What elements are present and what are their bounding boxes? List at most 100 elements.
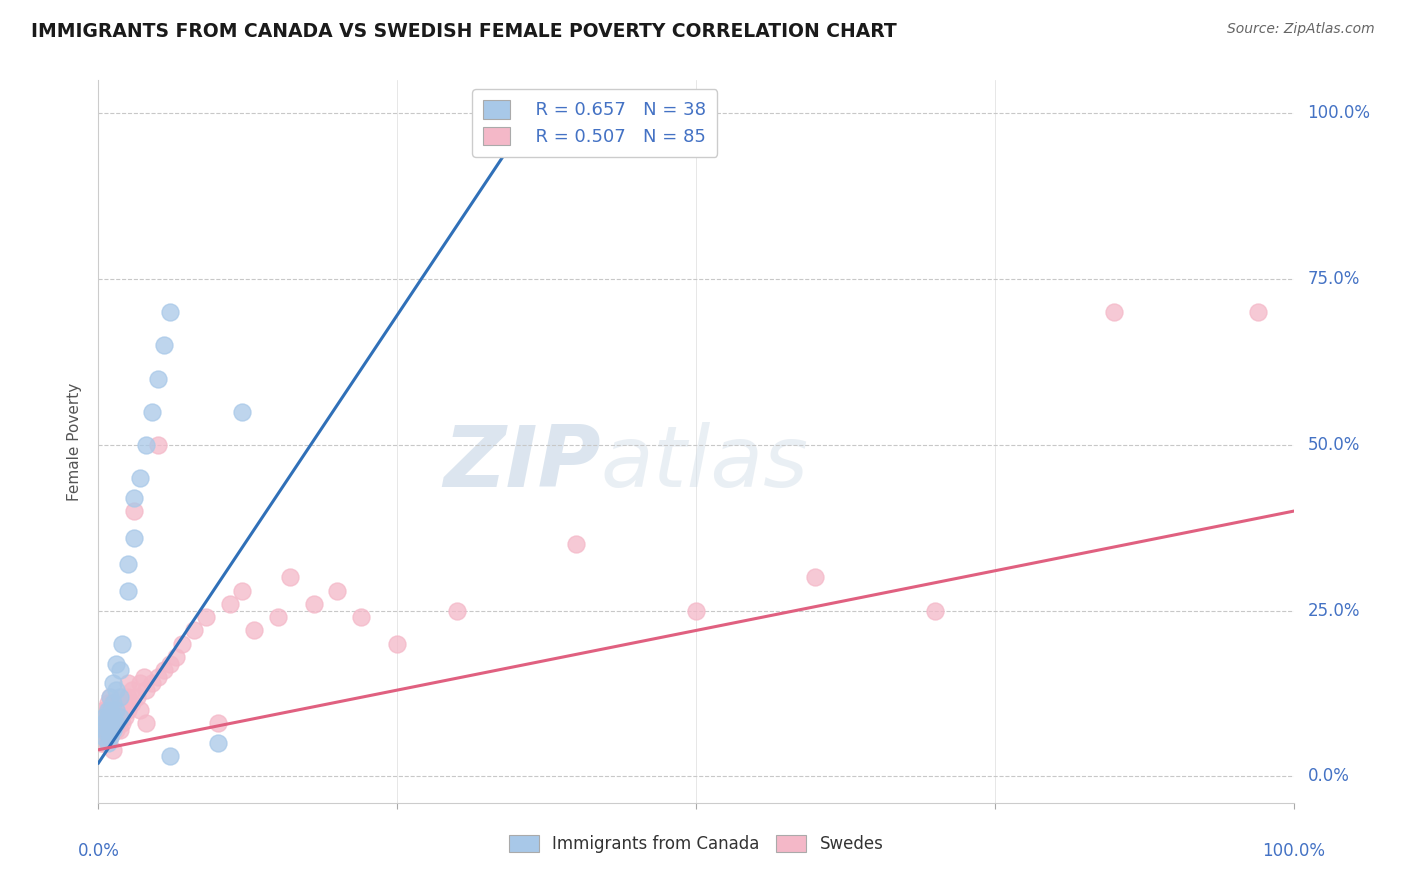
Point — [129, 471, 152, 485]
Point — [97, 703, 120, 717]
Point — [159, 305, 181, 319]
Point — [804, 570, 827, 584]
Text: IMMIGRANTS FROM CANADA VS SWEDISH FEMALE POVERTY CORRELATION CHART: IMMIGRANTS FROM CANADA VS SWEDISH FEMALE… — [31, 22, 897, 41]
Point — [165, 650, 187, 665]
Point — [98, 703, 121, 717]
Point — [114, 697, 136, 711]
Point — [105, 709, 128, 723]
Point — [121, 683, 143, 698]
Point — [117, 690, 139, 704]
Point — [105, 723, 128, 737]
Point — [96, 730, 118, 744]
Point — [108, 723, 131, 737]
Text: ZIP: ZIP — [443, 422, 600, 505]
Point — [924, 603, 946, 617]
Point — [101, 743, 124, 757]
Point — [107, 703, 129, 717]
Point — [101, 709, 124, 723]
Point — [93, 723, 115, 737]
Point — [350, 610, 373, 624]
Point — [100, 697, 122, 711]
Point — [148, 438, 170, 452]
Point — [108, 663, 131, 677]
Point — [101, 697, 124, 711]
Point — [148, 371, 170, 385]
Point — [141, 676, 163, 690]
Point — [105, 697, 128, 711]
Point — [98, 690, 122, 704]
Point — [94, 709, 117, 723]
Text: Source: ZipAtlas.com: Source: ZipAtlas.com — [1227, 22, 1375, 37]
Point — [90, 723, 112, 737]
Point — [97, 709, 120, 723]
Point — [91, 709, 114, 723]
Point — [231, 583, 253, 598]
Point — [104, 703, 127, 717]
Point — [91, 723, 114, 737]
Point — [98, 690, 122, 704]
Point — [93, 730, 115, 744]
Point — [1104, 305, 1126, 319]
Text: 100.0%: 100.0% — [1308, 104, 1371, 122]
Point — [100, 709, 122, 723]
Point — [506, 139, 529, 153]
Point — [129, 703, 152, 717]
Point — [121, 697, 143, 711]
Point — [93, 703, 115, 717]
Point — [135, 716, 157, 731]
Text: 0.0%: 0.0% — [77, 842, 120, 860]
Point — [105, 703, 128, 717]
Text: 50.0%: 50.0% — [1308, 436, 1360, 454]
Point — [114, 709, 136, 723]
Point — [135, 683, 157, 698]
Point — [117, 676, 139, 690]
Point — [446, 603, 468, 617]
Point — [103, 709, 125, 723]
Point — [97, 709, 120, 723]
Point — [108, 709, 131, 723]
Legend: Immigrants from Canada, Swedes: Immigrants from Canada, Swedes — [502, 828, 890, 860]
Point — [135, 438, 157, 452]
Point — [96, 716, 118, 731]
Point — [117, 583, 139, 598]
Point — [97, 723, 120, 737]
Point — [385, 637, 409, 651]
Point — [108, 690, 131, 704]
Point — [101, 676, 124, 690]
Point — [91, 716, 114, 731]
Point — [103, 697, 125, 711]
Point — [124, 504, 146, 518]
Point — [93, 716, 115, 731]
Point — [124, 531, 146, 545]
Point — [159, 749, 181, 764]
Y-axis label: Female Poverty: Female Poverty — [67, 383, 83, 500]
Point — [207, 716, 229, 731]
Point — [565, 537, 588, 551]
Point — [153, 663, 176, 677]
Point — [97, 723, 120, 737]
Point — [153, 338, 176, 352]
Point — [97, 697, 120, 711]
Point — [105, 657, 128, 671]
Point — [105, 683, 128, 698]
Point — [125, 690, 148, 704]
Point — [91, 730, 114, 744]
Text: 75.0%: 75.0% — [1308, 270, 1360, 288]
Point — [100, 723, 122, 737]
Point — [98, 730, 122, 744]
Point — [267, 610, 290, 624]
Point — [98, 716, 121, 731]
Point — [111, 703, 134, 717]
Point — [93, 709, 115, 723]
Point — [104, 716, 127, 731]
Point — [278, 570, 301, 584]
Point — [302, 597, 325, 611]
Point — [231, 405, 253, 419]
Point — [124, 491, 146, 505]
Point — [685, 603, 707, 617]
Point — [91, 736, 114, 750]
Point — [108, 697, 131, 711]
Point — [111, 637, 134, 651]
Point — [107, 716, 129, 731]
Point — [219, 597, 242, 611]
